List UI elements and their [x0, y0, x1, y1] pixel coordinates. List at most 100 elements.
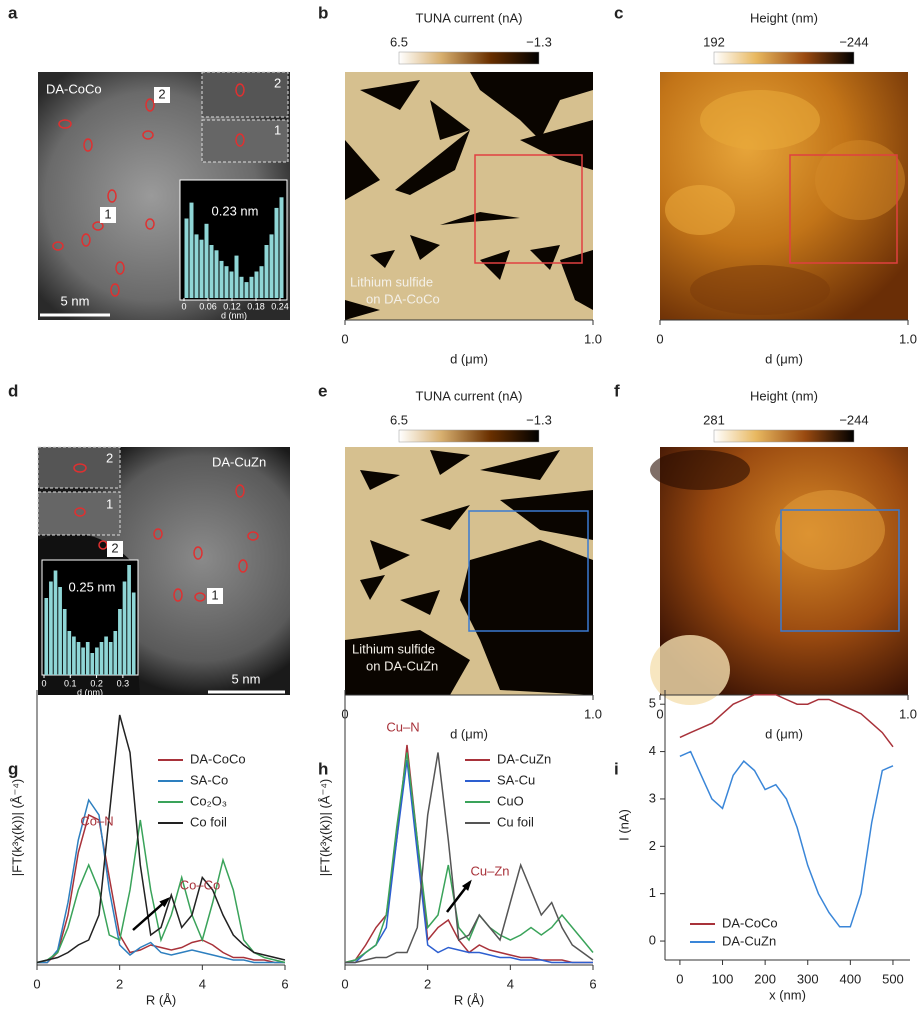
inset-label: 1: [106, 496, 113, 511]
bar: [44, 598, 49, 675]
colorbar-tick-label: −244: [839, 412, 868, 427]
bar: [214, 250, 219, 298]
x-tick-label: 4: [199, 976, 206, 991]
bar: [67, 631, 72, 675]
line-series: [36, 819, 286, 964]
labels: a DA-CoCo 2 1 2 1 5 nm d DA-CuZn 2 1 2 1…: [8, 3, 440, 686]
panel-label: e: [318, 381, 327, 400]
caption: Lithium sulfide: [350, 274, 433, 289]
bar: [104, 636, 108, 675]
bar: [209, 245, 214, 298]
site-label: 2: [111, 540, 118, 555]
caption: Lithium sulfide: [352, 641, 435, 656]
y-axis-label: I (nA): [616, 809, 631, 841]
y-tick-label: 2: [649, 838, 656, 853]
x-tick-label: 0.06: [199, 301, 217, 311]
bar: [127, 565, 131, 675]
colorbar-tick-label: −244: [839, 34, 868, 49]
bar: [58, 587, 62, 675]
panel-d-image: [37, 446, 290, 695]
legend-label: DA-CoCo: [190, 751, 246, 766]
x-tick-label: 0: [656, 706, 663, 721]
bar: [122, 581, 127, 675]
x-tick-label: 0.3: [117, 678, 130, 688]
x-tick-label: 100: [712, 971, 734, 986]
x-tick-label: 200: [754, 971, 776, 986]
line-series: [37, 813, 285, 964]
colorbar-title: TUNA current (nA): [416, 388, 523, 403]
colorbar-tick-label: 281: [703, 412, 725, 427]
arrow-head: [461, 879, 472, 891]
bar: [113, 631, 118, 675]
site-label: 1: [211, 587, 218, 602]
bar: [219, 260, 224, 298]
colorbar: [398, 429, 540, 443]
annotation: Co–Co: [180, 877, 220, 892]
x-tick-label: 0: [181, 301, 186, 311]
bar: [49, 581, 53, 675]
sample-label: DA-CoCo: [46, 81, 102, 96]
annotation: Co–N: [80, 813, 113, 828]
x-tick-label: 1.0: [899, 706, 917, 721]
panel-label: a: [8, 3, 18, 22]
inset-label: 2: [106, 450, 113, 465]
panel-c-image: [660, 72, 908, 320]
bar: [254, 271, 259, 298]
x-tick-label: 400: [839, 971, 861, 986]
bar: [72, 636, 76, 675]
bar: [244, 282, 249, 298]
bar: [85, 642, 90, 675]
x-tick-label: 300: [797, 971, 819, 986]
bar: [99, 642, 104, 675]
x-tick-label: 1.0: [899, 331, 917, 346]
bar: [274, 207, 279, 298]
x-tick-label: 2: [116, 976, 123, 991]
y-axis-label: |FT(k³χ(k))| (Å⁻⁴): [317, 779, 332, 877]
bar: [234, 255, 239, 298]
y-tick-label: 0: [649, 932, 656, 947]
colorbar: [713, 429, 855, 443]
x-tick-label: 1.0: [584, 706, 602, 721]
x-tick-label: 0: [656, 331, 663, 346]
panel-label: f: [614, 381, 620, 400]
x-tick-label: 0.1: [64, 678, 77, 688]
y-tick-label: 5: [649, 696, 656, 711]
x-axis-label: R (Å): [454, 992, 484, 1007]
x-tick-label: 0.24: [271, 301, 289, 311]
bar: [249, 276, 254, 298]
x-tick-label: 0: [33, 976, 40, 991]
legend-label: DA-CuZn: [497, 751, 551, 766]
annotation: Cu–Zn: [470, 863, 509, 878]
colorbar-title: TUNA current (nA): [416, 10, 523, 25]
bar: [62, 609, 67, 675]
line-series: [37, 798, 285, 964]
caption: on DA-CoCo: [366, 291, 440, 306]
annotation: 0.25 nm: [69, 579, 116, 594]
site-label: 2: [158, 86, 165, 101]
bar: [239, 276, 244, 298]
panel-label: i: [614, 759, 619, 778]
panel-label: g: [8, 759, 18, 778]
legend-label: Cu foil: [497, 814, 534, 829]
x-axis-label: d (μm): [450, 351, 488, 366]
x-axis-label: d (μm): [450, 726, 488, 741]
x-axis-label: d (nm): [221, 310, 247, 320]
annotation: 0.23 nm: [212, 203, 259, 218]
bar: [259, 266, 264, 298]
y-tick-label: 4: [649, 743, 656, 758]
bar: [279, 197, 284, 298]
line-series: [344, 744, 593, 964]
x-tick-label: 0: [41, 678, 46, 688]
caption: on DA-CuZn: [366, 658, 438, 673]
legend-label: DA-CuZn: [722, 933, 776, 948]
line-series: [345, 752, 594, 964]
bar: [194, 234, 199, 298]
legend-label: SA-Cu: [497, 772, 535, 787]
x-tick-label: 0.18: [247, 301, 265, 311]
colorbar-title: Height (nm): [750, 10, 818, 25]
bar: [199, 239, 204, 298]
x-tick-label: 6: [281, 976, 288, 991]
colorbar-title: Height (nm): [750, 388, 818, 403]
